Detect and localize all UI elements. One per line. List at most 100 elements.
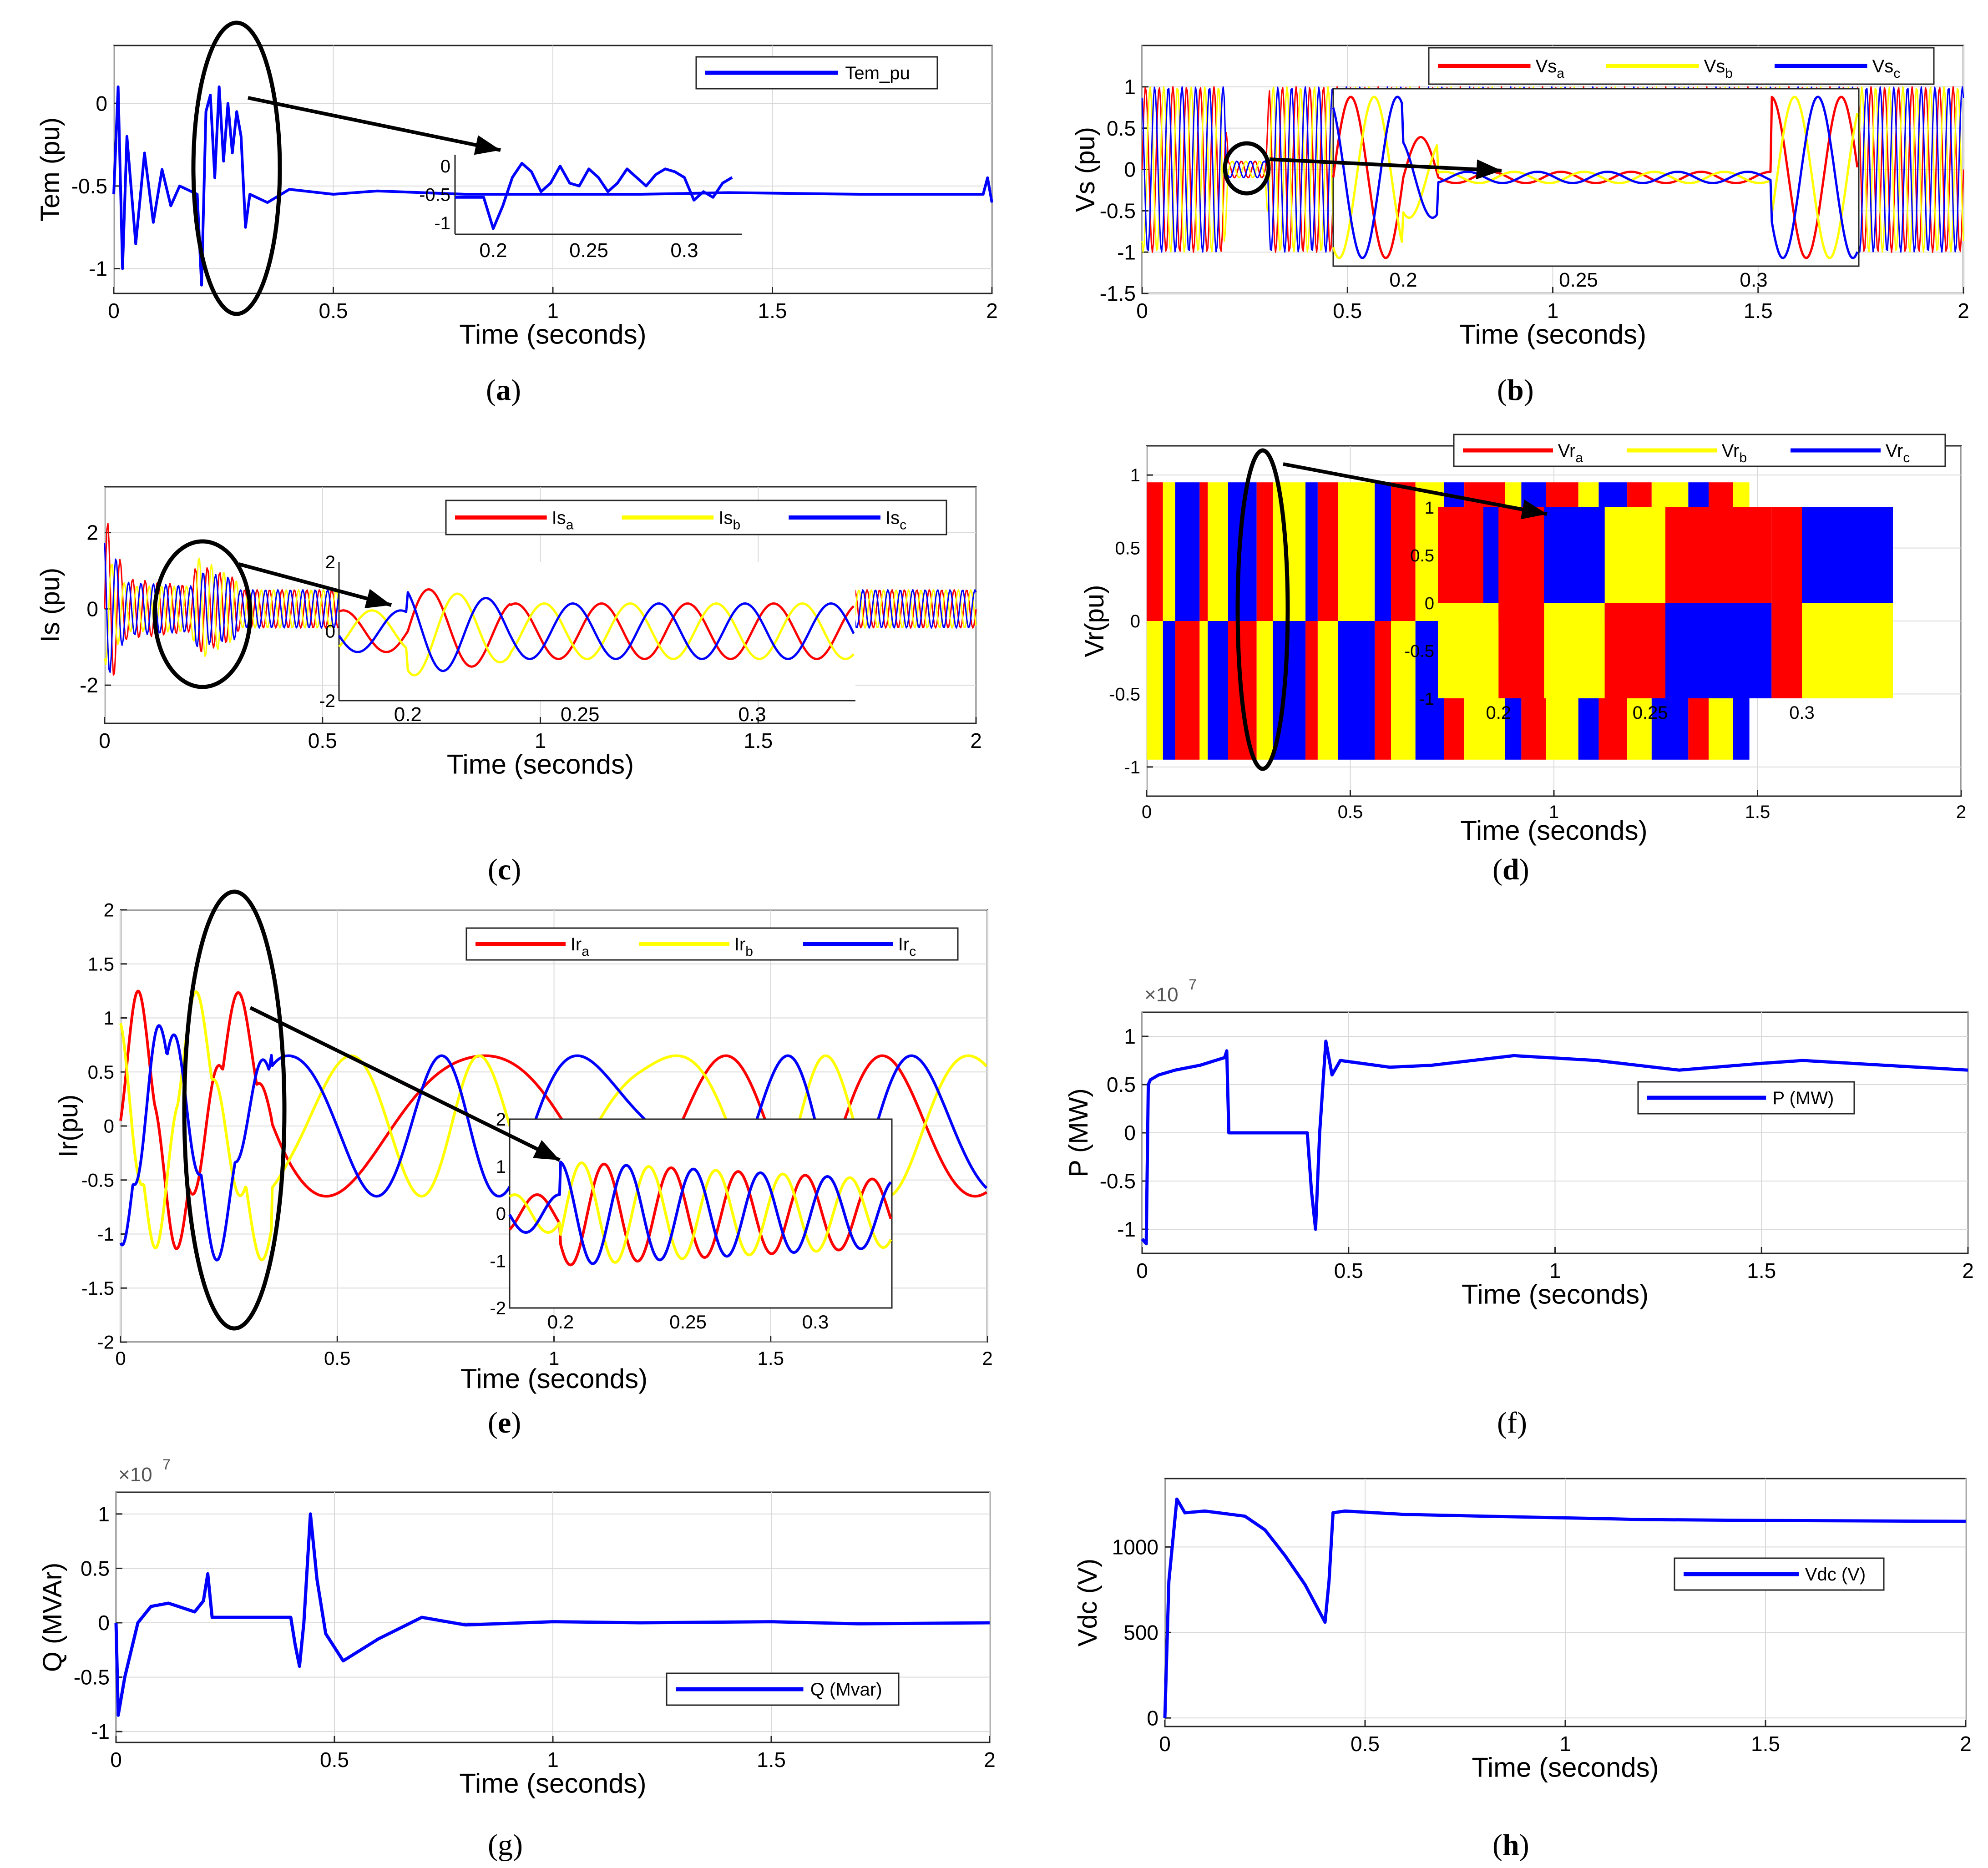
caption-d: (d) [1492,853,1529,886]
caption-e: (e) [488,1406,521,1439]
inset-a: 0.2 0.25 0.3 0 -0.5 -1 [419,155,742,262]
legend: Vra Vrb Vrc [1453,434,1946,467]
x-tick-label: 1 [549,1348,559,1369]
pwm-band-bottom [1163,621,1175,760]
inset-x-tick-label: 0.2 [1486,703,1512,723]
y-tick-label: 0 [1124,1121,1136,1145]
y-tick-label: -0.5 [1109,684,1140,704]
y-tick-label: -1.5 [81,1277,114,1299]
inset-y-tick-label: 0 [1425,594,1434,613]
y-tick-label: -1 [97,1223,114,1245]
inset-e: 0.2 0.25 0.3 2 1 0 -1 -2 [490,1110,893,1333]
x-tick-label: 0.5 [1334,1259,1363,1282]
inset-b: 0.2 0.25 0.3 [1332,88,1860,291]
x-tick-label: 0.5 [1333,299,1362,323]
x-axis-label: Time (seconds) [459,319,646,349]
caption-h: (h) [1492,1828,1529,1862]
x-tick-label: 2 [1958,299,1969,323]
inset-series-Irb [509,1161,892,1264]
y-tick-label: 0.5 [1115,539,1140,559]
inset-x-tick-label: 0.25 [561,703,600,726]
y-tick-label: 0 [1130,611,1140,631]
x-tick-label: 1 [1549,802,1559,822]
pwm-band-top [1199,482,1208,621]
y-tick-label: 1 [104,1007,114,1029]
inset-series-Isb [338,592,855,677]
inset-series-line [455,162,733,230]
inset-y-tick-label: 1 [496,1157,506,1177]
inset-y-tick-label: 2 [325,552,335,572]
inset-band-bottom [1665,603,1772,698]
y-tick-label: -1 [89,257,107,281]
x-tick-label: 0 [1142,802,1152,822]
legend: Ira Irb Irc [465,927,959,961]
x-tick-label: 2 [1962,1259,1974,1282]
x-tick-label: 1 [1559,1732,1571,1756]
inset-band-bottom [1771,603,1802,698]
exponent-label: ×10 [1144,984,1179,1006]
zoom-arrow-head [1476,159,1502,180]
x-tick-label: 1.5 [1751,1732,1780,1756]
pwm-band-bottom [1375,621,1391,760]
zoom-oval [1235,448,1290,771]
pwm-band-bottom [1391,621,1416,760]
inset-x-tick-label: 0.3 [802,1311,829,1333]
x-tick-label: 0.5 [324,1348,350,1369]
zoom-arrow [238,562,392,607]
chart-e: 0 0.5 1 1.5 2 2 1.5 1 0.5 0 -0.5 -1 -1.5 -2 Time (seco… [54,889,993,1394]
y-tick-label: 0 [1124,158,1136,182]
inset-series-Vsa [1332,96,1859,259]
inset-x-tick-label: 0.3 [670,239,698,262]
inset-y-tick-label: -1 [1419,690,1434,709]
x-tick-label: 2 [1956,802,1966,822]
pwm-band-top [1317,482,1338,621]
x-tick-label: 2 [984,1748,996,1772]
x-tick-label: 0 [99,729,111,752]
x-tick-label: 0.5 [320,1748,349,1772]
x-tick-label: 1 [547,1748,559,1772]
zoom-arrow-head [1520,500,1547,520]
inset-x-tick-label: 0.25 [669,1311,707,1333]
inset-y-tick-label: -2 [490,1298,506,1318]
legend: Vsa Vsb Vsc [1428,47,1935,85]
x-tick-label: 2 [986,299,998,323]
inset-y-tick-label: 1 [1425,499,1434,518]
inset-band-top [1802,507,1893,603]
x-axis-label: Time (seconds) [459,1768,646,1798]
pwm-band-bottom [1175,621,1200,760]
y-tick-label: 0 [98,1611,110,1635]
x-tick-label: 1.5 [758,1348,784,1369]
legend-subscript: b [1739,450,1747,465]
inset-x-tick-label: 0.2 [1389,269,1417,291]
y-tick-label: 1 [1124,75,1136,99]
x-axis-label: Time (seconds) [460,1363,647,1394]
zoom-arrow-head [532,1140,560,1160]
chart-f: 0 0.5 1 1.5 2 1 0.5 0 -0.5 -1 Time (seconds) P (MW)… [1064,976,1974,1309]
chart-b: 0 0.5 1 1.5 2 1 0.5 0 -0.5 -1 -1.5 Time (seconds) Vs… [1071,45,1969,349]
x-tick-label: 0 [1159,1732,1171,1756]
exponent-value: 7 [1189,976,1197,993]
pwm-band-top [1375,482,1391,621]
inset-x-tick-label: 0.25 [1633,703,1668,723]
legend-label: Q (Mvar) [810,1680,882,1700]
inset-band-top [1483,507,1499,603]
pwm-band-top [1147,482,1163,621]
legend: Q (Mvar) [666,1672,900,1706]
chart-c: 0 0.5 1 1.5 2 2 0 -2 Time (seconds) Is (pu) Isa Isb… [35,486,982,779]
y-tick-label: 0 [1147,1706,1158,1730]
y-axis-label: Vs (pu) [1071,127,1100,212]
zoom-arrow-head [474,135,501,155]
y-axis-label: Vdc (V) [1073,1559,1103,1646]
zoom-oval [191,20,282,316]
x-tick-label: 0 [108,299,120,323]
inset-y-tick-label: 2 [496,1110,506,1130]
zoom-arrow-head [364,589,391,608]
inset-band-bottom [1438,603,1483,698]
y-axis-label: Tem (pu) [35,117,65,222]
legend-subscript: a [566,518,574,533]
inset-frame [509,1118,893,1309]
legend-label: Tem_pu [845,63,910,83]
inset-y-tick-label: 0 [440,157,450,177]
caption-f: (f) [1497,1406,1527,1439]
